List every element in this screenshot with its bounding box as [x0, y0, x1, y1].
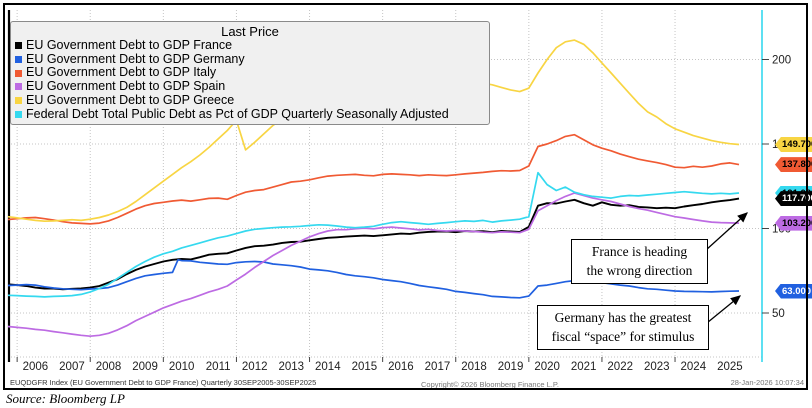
- series-line-france: [7, 197, 740, 291]
- legend-label: EU Government Debt to GDP Italy: [26, 65, 217, 80]
- legend-title: Last Price: [221, 24, 279, 39]
- series-line-federal: [7, 171, 740, 298]
- legend-swatch-france: [15, 42, 22, 50]
- legend-label: Federal Debt Total Public Debt as Pct of…: [26, 106, 449, 121]
- legend-label: EU Government Debt to GDP Greece: [26, 92, 235, 107]
- x-tick-label: 2025: [717, 361, 743, 373]
- legend-swatch-greece: [15, 97, 22, 105]
- source-note: Source: Bloomberg LP: [6, 391, 125, 406]
- annotation-germany: Germany has the greatest fiscal “space” …: [537, 305, 709, 350]
- price-flag-france: 117.700: [775, 191, 812, 207]
- chart-legend: Last Price EU Government Debt to GDP Fra…: [10, 21, 490, 126]
- legend-swatch-italy: [15, 69, 22, 77]
- x-tick-label: 2017: [425, 361, 451, 373]
- chart-timestamp: 28-Jan-2026 10:07:34: [730, 378, 804, 387]
- legend-item-germany: EU Government Debt to GDP Germany: [11, 51, 489, 67]
- price-flag-italy: 137.800: [775, 157, 812, 173]
- x-tick-label: 2019: [498, 361, 524, 373]
- price-flag-germany: 63.000: [775, 283, 812, 299]
- x-tick-label: 2006: [23, 361, 49, 373]
- x-tick-label: 2009: [132, 361, 158, 373]
- legend-swatch-federal: [15, 110, 22, 118]
- legend-item-france: EU Government Debt to GDP France: [11, 38, 489, 53]
- x-tick-label: 2014: [315, 361, 341, 373]
- x-tick-label: 2022: [607, 361, 633, 373]
- legend-item-italy: EU Government Debt to GDP Italy: [11, 66, 489, 80]
- x-tick-label: 2010: [169, 361, 195, 373]
- legend-items: EU Government Debt to GDP France EU Gover…: [11, 38, 489, 122]
- series-line-germany: [7, 258, 740, 299]
- series-line-spain: [7, 192, 740, 338]
- legend-item-federal: Federal Debt Total Public Debt as Pct of…: [11, 106, 489, 122]
- annotation-arrow-0: [705, 212, 748, 251]
- x-tick-label: 2023: [644, 361, 670, 373]
- x-tick-label: 2011: [206, 361, 231, 373]
- x-tick-label: 2020: [534, 361, 560, 373]
- legend-swatch-germany: [15, 56, 22, 64]
- x-tick-label: 2018: [461, 361, 487, 373]
- legend-item-greece: EU Government Debt to GDP Greece: [11, 92, 489, 108]
- x-tick-label: 2012: [242, 361, 268, 373]
- series-line-italy: [7, 133, 740, 225]
- price-flag-greece: 149.700: [775, 137, 812, 152]
- x-tick-label: 2013: [278, 361, 304, 373]
- ticker-info: EUQDGFR Index (EU Government Debt to GDP…: [10, 378, 317, 387]
- x-tick-label: 2021: [571, 361, 597, 373]
- legend-label: EU Government Debt to GDP Spain: [26, 79, 226, 94]
- price-flag-spain: 103.200: [775, 215, 812, 231]
- annotation-france: France is heading the wrong direction: [571, 239, 708, 284]
- x-tick-label: 2016: [388, 361, 414, 373]
- legend-label: EU Government Debt to GDP Germany: [26, 51, 245, 66]
- x-tick-label: 2024: [681, 361, 707, 373]
- x-tick-label: 2008: [96, 361, 122, 373]
- y-tick-label: 50: [772, 308, 785, 320]
- y-tick-label: 200: [772, 55, 791, 67]
- x-tick-label: 2015: [352, 361, 378, 373]
- legend-item-spain: EU Government Debt to GDP Spain: [11, 79, 489, 94]
- legend-label: EU Government Debt to GDP France: [26, 38, 233, 52]
- copyright-note: Copyright© 2026 Bloomberg Finance L.P.: [421, 380, 559, 389]
- x-axis: 2006 2007 2008 2009 2010 2011 2012 2013 2014 2015…: [16, 357, 743, 373]
- x-tick-label: 2007: [59, 361, 85, 373]
- legend-swatch-spain: [15, 83, 22, 91]
